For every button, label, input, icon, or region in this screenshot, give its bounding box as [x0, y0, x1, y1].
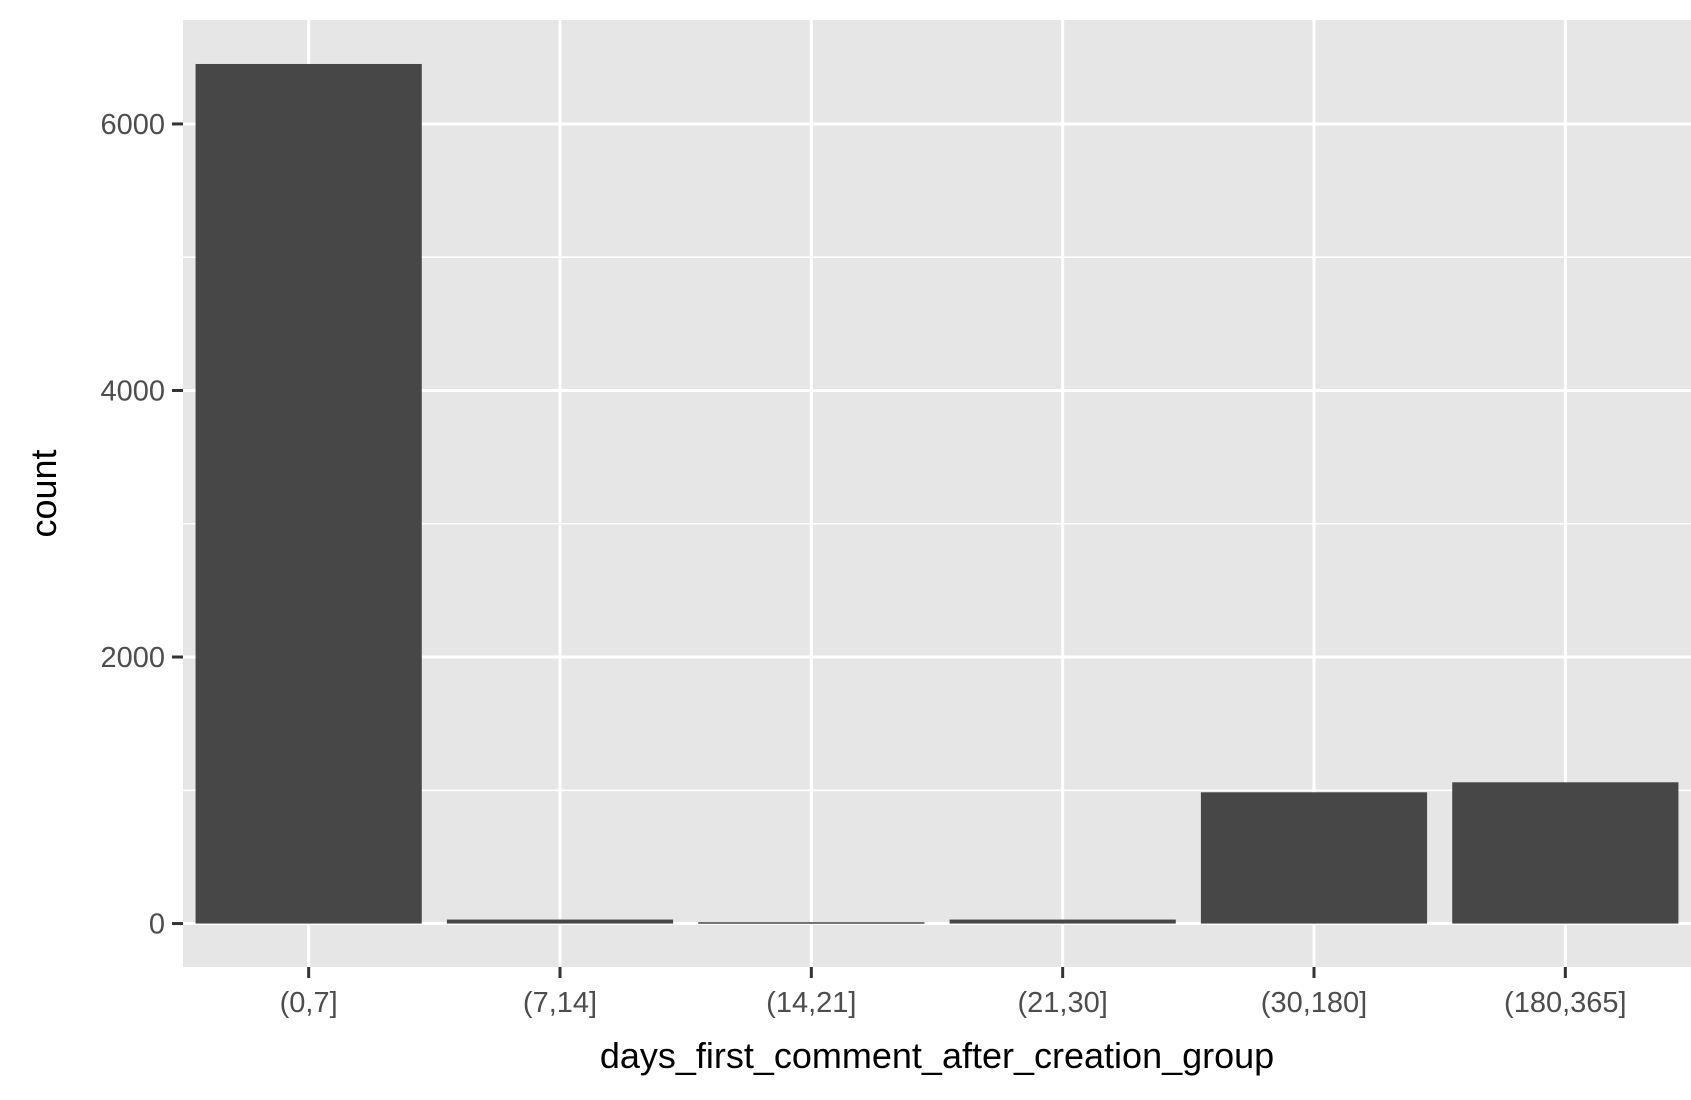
y-tick-label: 2000	[100, 642, 165, 674]
plot-panel	[183, 20, 1691, 967]
y-tick-label: 4000	[100, 375, 165, 407]
x-tick-label: (7,14]	[523, 987, 597, 1019]
x-tick-label: (180,365]	[1504, 987, 1627, 1019]
y-tick-label: 0	[149, 909, 165, 941]
y-axis-title: count	[23, 449, 64, 537]
x-tick-label: (14,21]	[766, 987, 856, 1019]
y-tick-label: 6000	[100, 109, 165, 141]
y-axis: 0 2000 4000 6000	[100, 109, 183, 941]
x-tick-label: (21,30]	[1018, 987, 1108, 1019]
bar	[1452, 782, 1679, 924]
bar	[446, 919, 674, 924]
bar	[698, 922, 925, 924]
bar	[195, 63, 422, 924]
x-tick-label: (30,180]	[1261, 987, 1367, 1019]
minor-gridlines	[183, 256, 1691, 792]
x-tick-label: (0,7]	[280, 987, 338, 1019]
bar	[949, 919, 1176, 924]
bar	[1200, 792, 1428, 924]
x-axis: (0,7] (7,14] (14,21] (21,30] (30,180] (180,36…	[280, 967, 1627, 1019]
bars	[195, 63, 1679, 924]
x-axis-title: days_first_comment_after_creation_group	[600, 1035, 1274, 1076]
